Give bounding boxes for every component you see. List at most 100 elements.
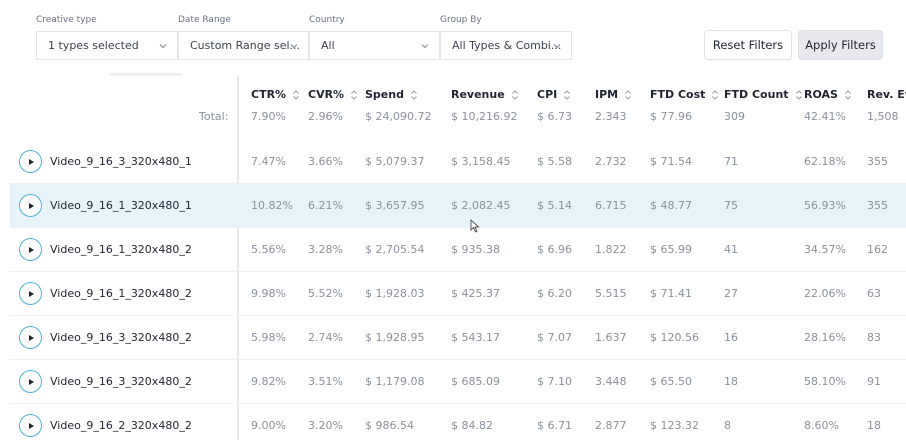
table-row[interactable]: Video_9_16_3_320x480_2 9.82% 3.51% $ 1,179.… xyxy=(10,360,906,404)
column-header[interactable]: Rev. Eve xyxy=(867,88,906,101)
table-cell: $ 1,928.03 xyxy=(365,287,425,300)
table-cell: 62.18% xyxy=(804,155,846,168)
table-cell: $ 48.77 xyxy=(650,199,692,212)
table-cell: $ 1,179.08 xyxy=(365,375,425,388)
table-cell: 34.57% xyxy=(804,243,846,256)
creative-type-label: Creative type xyxy=(36,15,97,25)
creative-name[interactable]: Video_9_16_1_320x480_2 xyxy=(50,287,192,300)
sort-arrows-icon[interactable] xyxy=(795,89,803,101)
table-cell: 22.06% xyxy=(804,287,846,300)
table-cell: 28.16% xyxy=(804,331,846,344)
apply-filters-button[interactable]: Apply Filters xyxy=(798,30,883,60)
play-button[interactable] xyxy=(19,370,42,393)
table-cell: $ 935.38 xyxy=(451,243,500,256)
play-button[interactable] xyxy=(19,194,42,217)
table-row[interactable]: Video_9_16_2_320x480_2 9.00% 3.20% $ 986.54… xyxy=(10,404,906,440)
table-cell: 355 xyxy=(867,155,888,168)
table-cell: 5.98% xyxy=(251,331,286,344)
column-header[interactable]: ROAS xyxy=(804,88,852,101)
column-header[interactable]: Spend xyxy=(365,88,418,101)
total-cell: 309 xyxy=(724,110,745,123)
play-icon xyxy=(28,378,34,385)
play-button[interactable] xyxy=(19,326,42,349)
column-header-label: FTD Cost xyxy=(650,88,706,101)
row-divider xyxy=(10,359,906,360)
column-header[interactable]: CTR% xyxy=(251,88,300,101)
sort-arrows-icon[interactable] xyxy=(624,89,632,101)
sort-arrows-icon[interactable] xyxy=(563,89,571,101)
row-divider xyxy=(10,315,906,316)
table-cell: $ 71.54 xyxy=(650,155,692,168)
creative-name[interactable]: Video_9_16_3_320x480_2 xyxy=(50,375,192,388)
sort-arrows-icon[interactable] xyxy=(350,89,358,101)
table-cell: 83 xyxy=(867,331,881,344)
creative-name[interactable]: Video_9_16_3_320x480_2 xyxy=(50,331,192,344)
total-cell: $ 24,090.72 xyxy=(365,110,432,123)
table-cell: $ 3,158.45 xyxy=(451,155,511,168)
column-header-label: Spend xyxy=(365,88,404,101)
play-button[interactable] xyxy=(19,414,42,437)
play-button[interactable] xyxy=(19,238,42,261)
table-row[interactable]: Video_9_16_3_320x480_1 7.47% 3.66% $ 5,079.… xyxy=(10,140,906,184)
total-cell: 1,508 xyxy=(867,110,899,123)
table-cell: 1.637 xyxy=(595,331,627,344)
country-select[interactable]: All xyxy=(309,31,440,60)
total-cell: 7.90% xyxy=(251,110,286,123)
sort-arrows-icon[interactable] xyxy=(844,89,852,101)
column-header[interactable]: CVR% xyxy=(308,88,358,101)
table-row[interactable]: Video_9_16_3_320x480_2 5.98% 2.74% $ 1,928.… xyxy=(10,316,906,360)
table-row[interactable]: Video_9_16_1_320x480_2 5.56% 3.28% $ 2,705.… xyxy=(10,228,906,272)
reset-filters-button[interactable]: Reset Filters xyxy=(704,30,792,60)
row-divider xyxy=(10,271,906,272)
totals-row: 7.90% 2.96% $ 24,090.72 $ 10,216.92 $ 6.73 2.… xyxy=(239,110,906,126)
sort-arrows-icon[interactable] xyxy=(711,89,719,101)
column-header-label: CPI xyxy=(537,88,558,101)
table-cell: 6.715 xyxy=(595,199,627,212)
frozen-column-divider xyxy=(237,76,239,440)
creative-name[interactable]: Video_9_16_1_320x480_1 xyxy=(50,199,192,212)
column-header[interactable]: CPI xyxy=(537,88,571,101)
play-icon xyxy=(28,202,34,209)
column-header-label: CTR% xyxy=(251,88,287,101)
table-cell: $ 685.09 xyxy=(451,375,500,388)
table-cell: 3.28% xyxy=(308,243,343,256)
table-cell: 355 xyxy=(867,199,888,212)
table-cell: $ 5,079.37 xyxy=(365,155,425,168)
table-cell: $ 6.96 xyxy=(537,243,572,256)
date-range-select[interactable]: Custom Range sel... xyxy=(178,31,309,60)
sort-arrows-icon[interactable] xyxy=(292,89,300,101)
table-cell: 3.20% xyxy=(308,419,343,432)
table-cell: 56.93% xyxy=(804,199,846,212)
play-button[interactable] xyxy=(19,282,42,305)
column-header[interactable]: FTD Cost xyxy=(650,88,719,101)
creative-name[interactable]: Video_9_16_1_320x480_2 xyxy=(50,243,192,256)
table-cell: 3.51% xyxy=(308,375,343,388)
column-header-label: CVR% xyxy=(308,88,345,101)
table-cell: $ 7.10 xyxy=(537,375,572,388)
country-label: Country xyxy=(309,15,345,25)
table-header: CTR% CVR% Spend Revenue CPI IPM FTD Cost FTD Co… xyxy=(239,88,906,108)
total-cell: $ 10,216.92 xyxy=(451,110,518,123)
sort-arrows-icon[interactable] xyxy=(410,89,418,101)
column-header[interactable]: FTD Count xyxy=(724,88,803,101)
table-cell: $ 2,082.45 xyxy=(451,199,511,212)
column-header[interactable]: Revenue xyxy=(451,88,519,101)
chevron-down-icon xyxy=(159,44,167,49)
group-by-select[interactable]: All Types & Combi... xyxy=(440,31,572,60)
table-cell: 71 xyxy=(724,155,738,168)
table-cell: 162 xyxy=(867,243,888,256)
table-cell: 1.822 xyxy=(595,243,627,256)
column-header[interactable]: IPM xyxy=(595,88,632,101)
creative-name[interactable]: Video_9_16_2_320x480_2 xyxy=(50,419,192,432)
creative-type-select[interactable]: 1 types selected xyxy=(36,31,178,60)
table-cell: 63 xyxy=(867,287,881,300)
creative-name[interactable]: Video_9_16_3_320x480_1 xyxy=(50,155,192,168)
table-row[interactable]: Video_9_16_1_320x480_2 9.98% 5.52% $ 1,928.… xyxy=(10,272,906,316)
play-button[interactable] xyxy=(19,150,42,173)
country-value: All xyxy=(321,39,335,52)
sort-arrows-icon[interactable] xyxy=(511,89,519,101)
table-cell: $ 7.07 xyxy=(537,331,572,344)
date-range-label: Date Range xyxy=(178,15,231,25)
table-cell: $ 123.32 xyxy=(650,419,699,432)
table-row[interactable]: Video_9_16_1_320x480_1 10.82% 6.21% $ 3,657… xyxy=(10,184,906,228)
